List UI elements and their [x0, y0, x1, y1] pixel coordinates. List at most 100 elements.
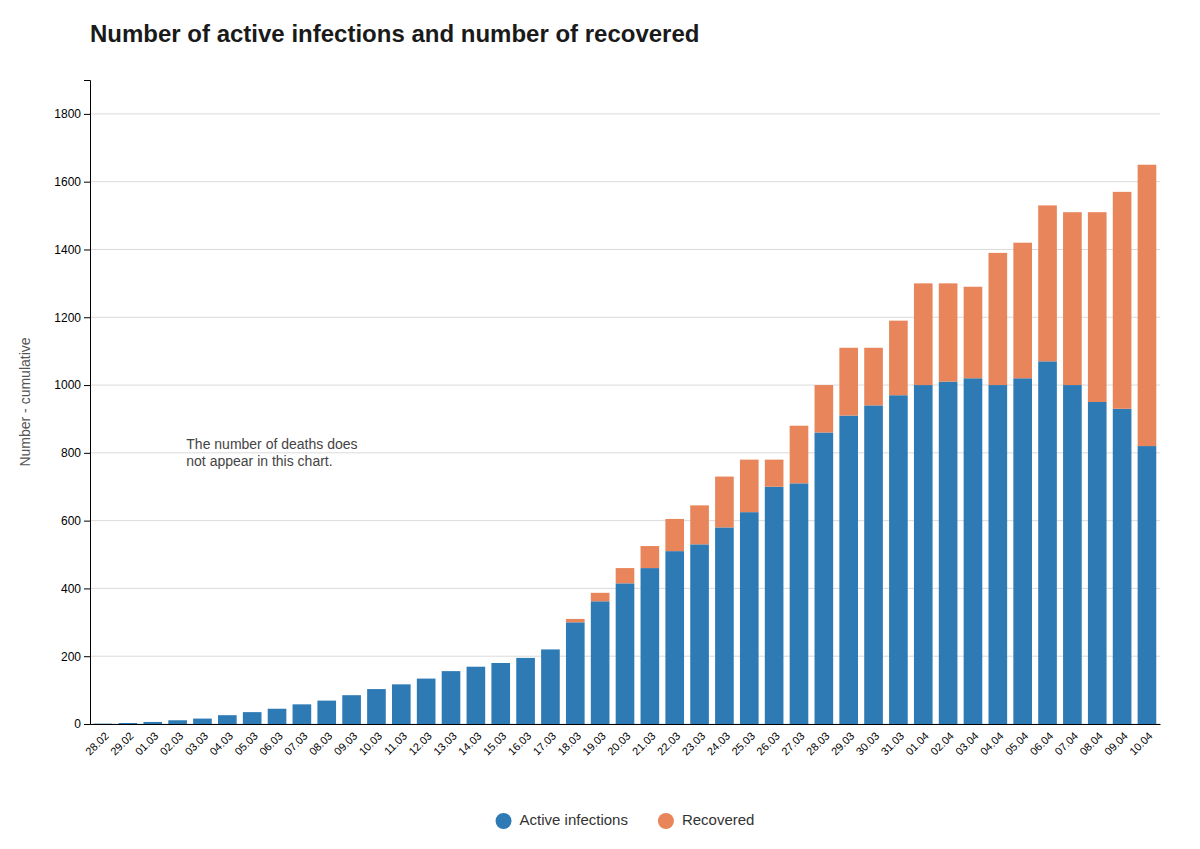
tick: 13.03: [431, 730, 459, 758]
tick-label: 10.04: [1127, 730, 1155, 758]
tick: 16.03: [505, 730, 533, 758]
bar: [566, 622, 585, 724]
bar: [491, 663, 510, 724]
tick-label: 1800: [54, 107, 81, 121]
bar: [964, 287, 983, 379]
grid-line: [90, 249, 1160, 250]
tick: 800: [61, 446, 90, 460]
series: [566, 165, 1156, 623]
tick: 20.03: [605, 730, 633, 758]
bar: [839, 416, 858, 724]
bar: [765, 487, 784, 724]
tick: 08.04: [1077, 730, 1105, 758]
legend: Active infectionsRecovered: [496, 811, 755, 829]
tick-label: 08.03: [307, 730, 335, 758]
tick: 1600: [54, 175, 90, 189]
tick-label: 07.04: [1052, 730, 1080, 758]
tick: 04.03: [207, 730, 235, 758]
bar: [516, 658, 535, 724]
bar: [119, 723, 138, 724]
bar: [218, 715, 237, 724]
bar: [864, 405, 883, 724]
bar: [193, 718, 212, 719]
bar: [94, 723, 113, 724]
bar: [989, 385, 1008, 724]
tick-label: 04.03: [207, 730, 235, 758]
tick-mark: [84, 114, 90, 115]
tick-label: 800: [61, 446, 81, 460]
tick: 03.03: [182, 730, 210, 758]
bar: [392, 684, 411, 724]
bar: [293, 704, 312, 724]
tick-label: 30.03: [853, 730, 881, 758]
tick: 1000: [54, 378, 90, 392]
bar: [1063, 385, 1082, 724]
bar: [690, 544, 709, 724]
tick-label: 200: [61, 650, 81, 664]
tick: 06.03: [257, 730, 285, 758]
tick: 12.03: [406, 730, 434, 758]
bars: [94, 165, 1157, 724]
bar: [367, 689, 386, 690]
bar: [1138, 446, 1157, 724]
tick-label: 22.03: [655, 730, 683, 758]
bar: [417, 678, 436, 679]
bar: [989, 253, 1008, 385]
bar: [268, 709, 287, 724]
tick-mark: [84, 317, 90, 318]
tick-mark: [84, 521, 90, 522]
bar: [541, 649, 560, 650]
tick: 02.03: [158, 730, 186, 758]
tick: 18.03: [555, 730, 583, 758]
x-axis: 28.0229.0201.0302.0303.0304.0305.0306.03…: [83, 725, 1161, 758]
tick: 04.04: [978, 730, 1006, 758]
bar: [939, 382, 958, 724]
grid-line: [90, 181, 1160, 182]
tick: 28.02: [83, 730, 111, 758]
tick-label: 28.02: [83, 730, 111, 758]
bar: [715, 527, 734, 724]
bar: [1113, 409, 1132, 724]
tick-label: 08.04: [1077, 730, 1105, 758]
bar: [815, 433, 834, 724]
tick-label: 12.03: [406, 730, 434, 758]
tick-label: 02.04: [928, 730, 956, 758]
legend-swatch: [496, 813, 512, 829]
bar: [317, 701, 336, 724]
bar: [1113, 192, 1132, 409]
bar: [516, 657, 535, 658]
bar: [243, 712, 262, 713]
tick: 1400: [54, 243, 90, 257]
tick-label: 13.03: [431, 730, 459, 758]
tick: 02.04: [928, 730, 956, 758]
bar: [740, 460, 759, 513]
bar: [889, 395, 908, 724]
bar: [616, 568, 635, 583]
bar: [119, 722, 138, 723]
tick-mark: [84, 724, 90, 725]
tick-label: 15.03: [481, 730, 509, 758]
tick-label: 16.03: [505, 730, 533, 758]
tick-label: 26.03: [754, 730, 782, 758]
bar: [1088, 402, 1107, 724]
bar: [914, 283, 933, 385]
bar: [367, 689, 386, 724]
bar: [1013, 243, 1032, 379]
bar: [665, 551, 684, 724]
tick-label: 29.02: [108, 730, 136, 758]
tick-label: 600: [61, 514, 81, 528]
bar: [690, 505, 709, 544]
tick-label: 23.03: [679, 730, 707, 758]
tick: 07.03: [282, 730, 310, 758]
tick-mark: [84, 182, 90, 183]
tick-mark: [84, 385, 90, 386]
tick: 28.03: [804, 730, 832, 758]
bar: [715, 477, 734, 528]
tick: 07.04: [1052, 730, 1080, 758]
tick-label: 1600: [54, 175, 81, 189]
bar: [143, 721, 162, 722]
legend-swatch: [658, 813, 674, 829]
axis-title: Number - cumulative: [17, 337, 33, 466]
bar: [641, 568, 660, 724]
tick-label: 1400: [54, 243, 81, 257]
